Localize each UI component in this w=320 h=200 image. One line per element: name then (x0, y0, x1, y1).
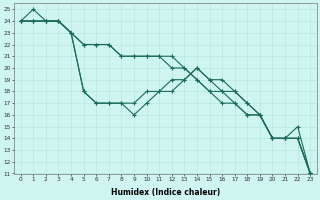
X-axis label: Humidex (Indice chaleur): Humidex (Indice chaleur) (111, 188, 220, 197)
